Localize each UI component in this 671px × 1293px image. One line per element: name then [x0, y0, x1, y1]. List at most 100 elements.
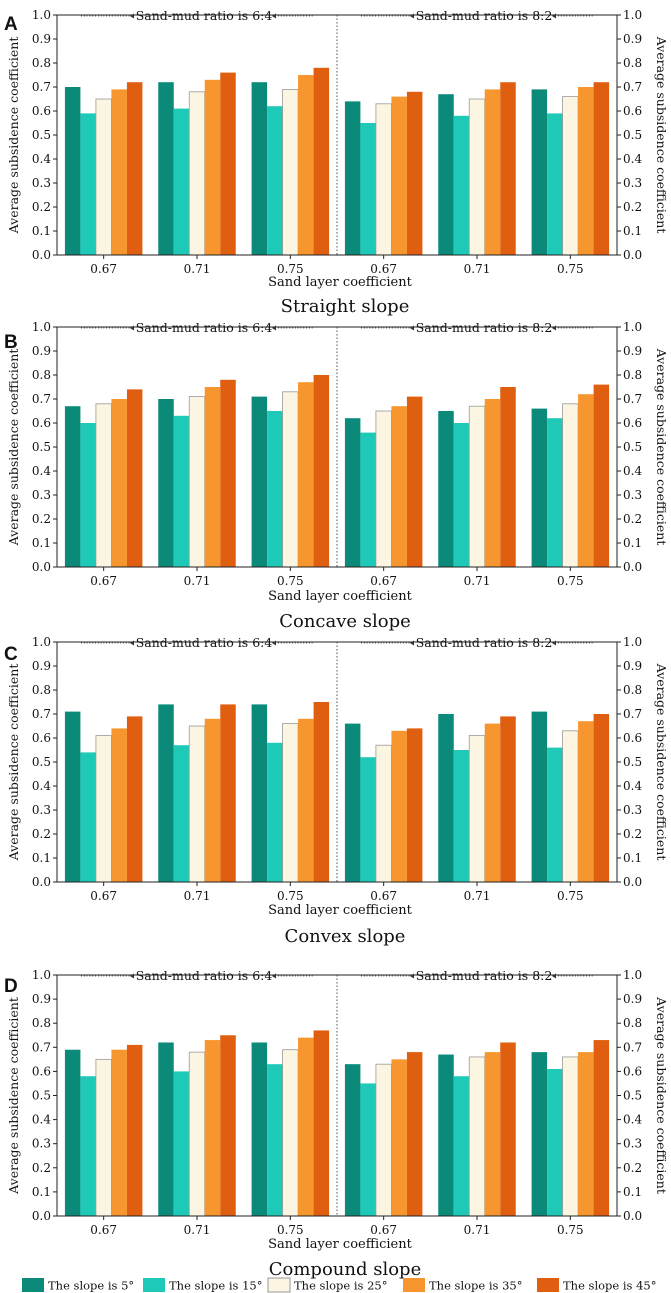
y-tick-label-left: 0.2 [32, 1161, 51, 1175]
bar [406, 1052, 423, 1216]
bar [360, 1083, 376, 1216]
y-tick-label-right: 0.6 [623, 104, 642, 118]
bar [468, 405, 486, 568]
bar [282, 391, 299, 568]
bar [578, 1052, 594, 1216]
group-label: Sand-mud ratio is 6:4 [136, 8, 273, 23]
y-tick-label-left: 0.0 [32, 248, 51, 262]
bar [173, 415, 190, 567]
bar [95, 1058, 112, 1217]
bar [80, 752, 96, 882]
y-tick-label-left: 0.8 [32, 1016, 51, 1030]
y-tick-label-right: 0.9 [623, 344, 642, 358]
bar [111, 728, 127, 882]
bar [220, 72, 236, 255]
y-tick-label-left: 1.0 [32, 968, 51, 982]
bar [204, 1040, 221, 1216]
y-tick-label-right: 1.0 [623, 968, 642, 982]
y-axis-label-right: Average subsidence coefficient [654, 663, 669, 861]
y-tick-label-right: 1.0 [623, 320, 642, 334]
bar [453, 750, 470, 882]
bar [126, 1044, 143, 1216]
bar [593, 714, 610, 882]
bar [375, 744, 392, 883]
chart-title: Convex slope [285, 926, 406, 947]
legend-label: The slope is 15° [169, 1279, 262, 1293]
arrow-head-left [552, 973, 556, 979]
y-tick-label-left: 0.6 [32, 1064, 51, 1078]
x-axis-label: Sand layer coefficient [268, 903, 412, 918]
legend-swatch [403, 1278, 425, 1292]
y-tick-label-left: 0.4 [32, 152, 51, 166]
bar [313, 375, 330, 567]
bar [126, 716, 143, 882]
bar [453, 115, 470, 255]
bar [391, 1059, 407, 1216]
bar [453, 1076, 470, 1216]
bar [64, 711, 81, 882]
y-tick-label-right: 0.8 [623, 368, 642, 382]
x-tick-label: 0.67 [370, 574, 397, 588]
bar [251, 704, 268, 882]
bar [158, 1042, 174, 1216]
y-tick-label-right: 0.5 [623, 440, 642, 454]
bar [188, 725, 206, 883]
legend-swatch [22, 1278, 44, 1292]
y-tick-label-left: 0.9 [32, 344, 51, 358]
legend-swatch [143, 1278, 165, 1292]
group-label: Sand-mud ratio is 8:2 [416, 320, 553, 335]
group-label: Sand-mud ratio is 6:4 [136, 320, 273, 335]
y-axis-label-left: Average subsidence coefficient [6, 664, 21, 862]
bar [578, 721, 594, 882]
y-tick-label-right: 0.2 [623, 827, 642, 841]
bar [158, 82, 174, 255]
y-tick-label-left: 0.7 [32, 1040, 51, 1054]
bar [547, 113, 563, 256]
bar [220, 1035, 236, 1216]
y-tick-label-left: 0.1 [32, 1185, 51, 1199]
y-tick-label-right: 0.1 [623, 536, 642, 550]
bar [344, 101, 361, 256]
bar [111, 1049, 127, 1216]
y-axis-label-left: Average subsidence coefficient [6, 349, 21, 547]
x-tick-label: 0.67 [370, 1223, 397, 1237]
y-tick-label-left: 0.4 [32, 779, 51, 793]
group-label: Sand-mud ratio is 8:2 [416, 8, 553, 23]
bar [111, 399, 127, 567]
panel-letter: A [4, 14, 18, 35]
x-tick-label: 0.67 [90, 574, 117, 588]
arrow-head-right [130, 325, 134, 331]
y-tick-label-right: 0.3 [623, 488, 642, 502]
y-axis-label-left: Average subsidence coefficient [6, 997, 21, 1195]
y-tick-label-right: 0.9 [623, 659, 642, 673]
y-tick-label-right: 0.6 [623, 731, 642, 745]
x-tick-label: 0.75 [277, 574, 304, 588]
bar [80, 113, 96, 256]
arrow-head-right [130, 640, 134, 646]
x-tick-label: 0.71 [184, 574, 211, 588]
arrow-head-left [272, 640, 276, 646]
arrow-head-right [130, 13, 134, 19]
bar [438, 411, 454, 567]
bar [173, 108, 190, 255]
legend-label: The slope is 5° [48, 1279, 134, 1293]
arrow-head-left [552, 13, 556, 19]
bar [484, 399, 501, 567]
bar [375, 1063, 392, 1217]
y-tick-label-right: 0.1 [623, 851, 642, 865]
bar [360, 757, 376, 882]
bar [188, 396, 206, 568]
bar [468, 735, 486, 883]
y-tick-label-right: 0.2 [623, 512, 642, 526]
group-label: Sand-mud ratio is 8:2 [416, 968, 553, 983]
y-tick-label-left: 0.7 [32, 392, 51, 406]
x-tick-label: 0.67 [370, 889, 397, 903]
bar [282, 1049, 299, 1217]
x-axis-label: Sand layer coefficient [268, 275, 412, 290]
bar [438, 714, 454, 882]
bar [391, 730, 407, 882]
bar [267, 742, 283, 882]
legend: The slope is 5° The slope is 15° The slope… [22, 1277, 656, 1293]
panel-letter: C [4, 644, 18, 665]
